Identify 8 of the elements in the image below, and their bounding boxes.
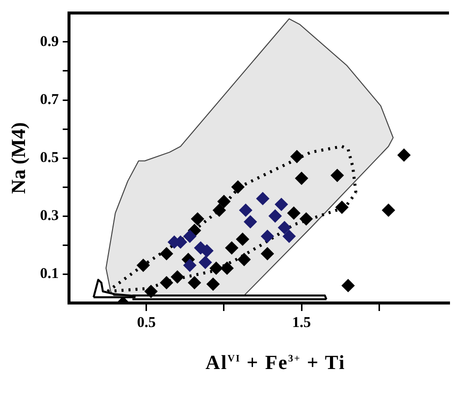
y-axis-title: Na (M4) bbox=[8, 122, 30, 194]
x-tick-label: 1.5 bbox=[292, 314, 311, 331]
y-tick-label: 0.9 bbox=[40, 34, 59, 50]
x-axis-title: Al$^{VI}$ + Fe$^{3+}$ + Ti bbox=[204, 352, 346, 375]
y-tick-label: 0.1 bbox=[40, 266, 59, 282]
y-tick-label: 0.3 bbox=[40, 208, 59, 224]
y-tick-label: 0.5 bbox=[40, 150, 59, 166]
y-tick-label: 0.7 bbox=[40, 92, 60, 108]
